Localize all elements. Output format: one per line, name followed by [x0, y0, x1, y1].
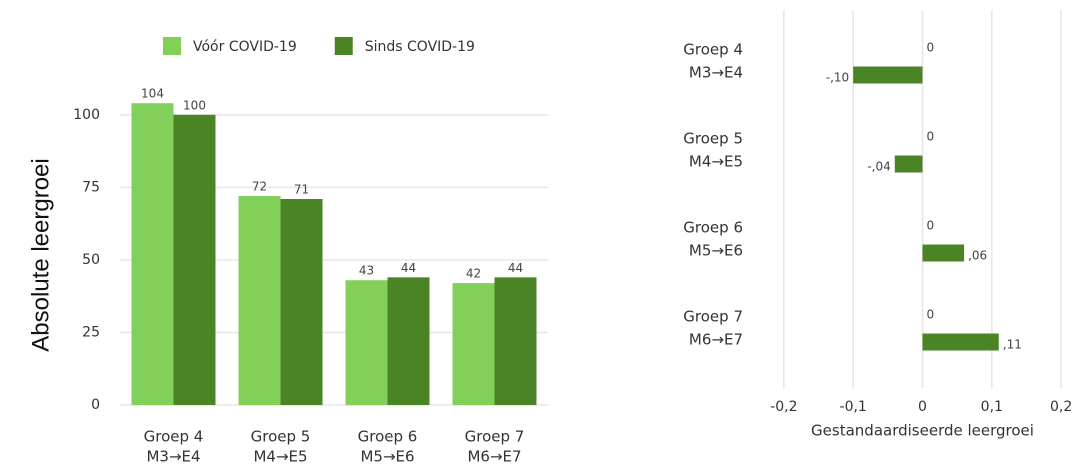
bar: [894, 155, 923, 173]
value-label: ,06: [968, 249, 987, 263]
x-axis-label: Gestandaardiseerde leergroei: [811, 422, 1034, 440]
y-tick-label: M5→E6: [689, 242, 743, 260]
y-tick-label: 25: [82, 324, 100, 340]
value-label: 44: [401, 261, 416, 275]
x-tick-label: Groep 7: [465, 428, 525, 446]
value-label: -,04: [867, 160, 890, 174]
bar: [280, 198, 323, 405]
bar: [387, 277, 430, 405]
y-tick-label: Groep 6: [683, 219, 743, 237]
value-label: 72: [252, 180, 267, 194]
value-label: 100: [183, 98, 206, 112]
x-tick-label: M5→E6: [360, 448, 414, 466]
bar: [922, 333, 999, 351]
bar: [345, 280, 388, 405]
y-tick-label: Groep 4: [683, 41, 743, 59]
value-label: 0: [927, 41, 935, 55]
x-tick-label: 0: [918, 399, 927, 415]
x-tick-label: M4→E5: [253, 448, 307, 466]
value-label: 0: [927, 130, 935, 144]
y-tick-label: 100: [73, 107, 100, 123]
x-tick-label: Groep 4: [144, 428, 204, 446]
x-tick-label: 0,1: [981, 399, 1003, 415]
bar: [494, 277, 537, 405]
x-tick-label: M6→E7: [467, 448, 521, 466]
bar: [853, 66, 923, 84]
y-axis-label: Absolute leergroei: [27, 158, 54, 351]
y-tick-label: M4→E5: [689, 153, 743, 171]
value-label: 0: [927, 219, 935, 233]
y-tick-label: M3→E4: [689, 64, 743, 82]
y-tick-label: Groep 5: [683, 130, 743, 148]
y-tick-label: Groep 7: [683, 308, 743, 326]
bar: [452, 283, 495, 405]
value-label: 44: [508, 261, 523, 275]
value-label: 42: [466, 267, 481, 281]
y-tick-label: 75: [82, 179, 100, 195]
value-label: -,10: [826, 71, 849, 85]
bar: [922, 244, 965, 262]
x-tick-label: -0,2: [770, 399, 797, 415]
value-label: 0: [927, 308, 935, 322]
x-tick-label: -0,1: [840, 399, 867, 415]
x-tick-label: Groep 5: [251, 428, 311, 446]
legend-label: Vóór COVID-19: [193, 39, 297, 55]
value-label: ,11: [1003, 338, 1022, 352]
value-label: 43: [359, 264, 374, 278]
value-label: 104: [141, 87, 164, 101]
y-tick-label: 50: [82, 252, 100, 268]
legend-swatch: [334, 37, 353, 55]
x-tick-label: 0,2: [1050, 399, 1072, 415]
bar: [131, 103, 174, 405]
y-tick-label: M6→E7: [689, 331, 743, 349]
legend-swatch: [163, 37, 181, 55]
bar: [173, 114, 216, 406]
x-tick-label: M3→E4: [146, 448, 200, 466]
legend-label: Sinds COVID-19: [365, 39, 475, 55]
y-tick-label: 0: [91, 397, 100, 413]
x-tick-label: Groep 6: [358, 428, 418, 446]
value-label: 71: [294, 182, 309, 196]
bar: [238, 196, 281, 405]
